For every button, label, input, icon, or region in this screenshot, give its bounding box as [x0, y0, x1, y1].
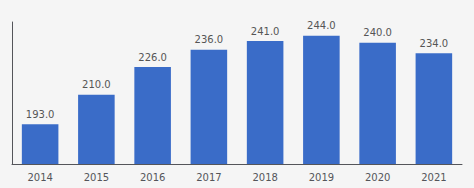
svg-text:210.0: 210.0 — [82, 79, 111, 90]
svg-text:2015: 2015 — [84, 172, 109, 183]
svg-text:193.0: 193.0 — [26, 109, 55, 120]
svg-text:244.0: 244.0 — [307, 20, 336, 31]
svg-text:240.0: 240.0 — [363, 27, 392, 38]
svg-text:2020: 2020 — [365, 172, 390, 183]
svg-text:236.0: 236.0 — [195, 34, 224, 45]
svg-text:2018: 2018 — [252, 172, 277, 183]
svg-text:2016: 2016 — [140, 172, 165, 183]
svg-text:234.0: 234.0 — [420, 38, 449, 49]
svg-text:2021: 2021 — [421, 172, 446, 183]
svg-text:241.0: 241.0 — [251, 26, 280, 37]
svg-text:226.0: 226.0 — [138, 52, 167, 63]
svg-text:2019: 2019 — [309, 172, 334, 183]
svg-text:2017: 2017 — [196, 172, 221, 183]
svg-text:2014: 2014 — [27, 172, 52, 183]
